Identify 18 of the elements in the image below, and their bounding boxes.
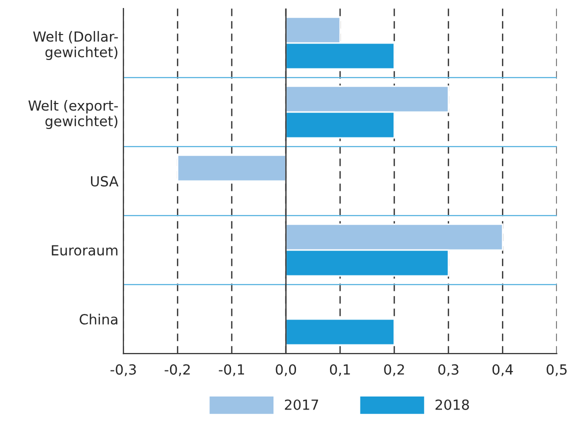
legend-label: 2018	[436, 399, 469, 410]
x-tick-label: -0,3	[110, 364, 136, 376]
y-tick-label: China	[80, 314, 118, 325]
y-tick-label: Euroraum	[52, 245, 118, 256]
x-tick-label: 0,1	[330, 364, 350, 376]
bar	[176, 154, 287, 182]
x-tick-label: 0,3	[438, 364, 458, 376]
y-tick-label: Welt (export- gewichtet)	[28, 100, 118, 130]
y-tick-label: USA	[91, 176, 118, 187]
x-tick-label: 0,2	[384, 364, 404, 376]
bar	[285, 318, 395, 346]
y-tick-label: Welt (Dollar- gewichtet)	[33, 31, 118, 60]
legend-label: 2017	[284, 399, 318, 410]
x-tick-label: 0,4	[492, 364, 513, 376]
x-tick-label: 0,0	[276, 364, 296, 376]
x-tick-label: 0,5	[546, 364, 567, 376]
x-tick-label: -0,2	[164, 364, 190, 376]
x-tick-label: -0,1	[218, 364, 244, 376]
